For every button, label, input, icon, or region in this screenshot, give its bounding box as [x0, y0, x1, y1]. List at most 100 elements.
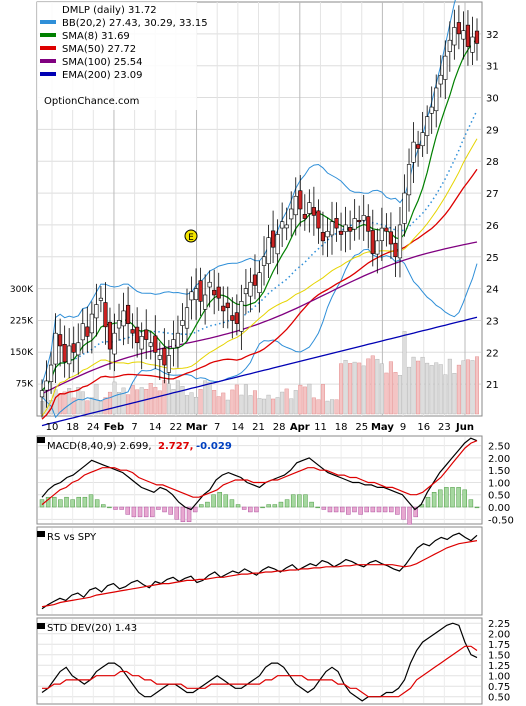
- candle-body: [76, 342, 81, 356]
- price-tick-label: 24: [486, 285, 499, 296]
- macd-histogram-bar: [125, 506, 131, 515]
- date-tick-label: 7: [214, 422, 220, 433]
- volume-bar: [117, 392, 122, 415]
- macd-histogram-bar: [241, 506, 247, 510]
- panel-tick-label: 2.00: [488, 630, 510, 641]
- candle-body: [225, 302, 230, 309]
- volume-bar: [438, 364, 443, 415]
- volume-bar: [85, 400, 90, 415]
- macd-histogram-bar: [309, 501, 314, 508]
- macd-histogram-bar: [156, 506, 161, 510]
- date-tick-label: 16: [417, 422, 430, 433]
- volume-bar: [103, 397, 108, 415]
- candle-body: [357, 220, 362, 223]
- legend-label: BB(20,2) 27.43, 30.29, 33.15: [62, 18, 208, 29]
- volume-bar: [339, 363, 344, 415]
- candle-body: [216, 286, 221, 299]
- volume-bar: [289, 398, 294, 415]
- volume-bar: [203, 380, 208, 415]
- volume-tick-label: 150K: [10, 348, 34, 358]
- candle-body: [316, 210, 321, 229]
- candle-body: [243, 288, 249, 295]
- volume-bar: [447, 358, 452, 415]
- candle-body: [366, 216, 371, 232]
- candle-body: [379, 227, 384, 241]
- std-legend: STD DEV(20) 1.43: [37, 623, 137, 634]
- volume-bar: [198, 389, 203, 415]
- macd-histogram-bar: [94, 499, 100, 508]
- date-tick-label: May: [371, 422, 394, 433]
- macd-histogram-bar: [180, 506, 186, 523]
- candle-body: [456, 22, 461, 35]
- panel-tick-label: 0.50: [488, 693, 510, 704]
- macd-histogram-bar: [376, 506, 382, 513]
- macd-plot: 2.502.001.501.00 0.500.00-0.50: [38, 437, 514, 526]
- legend-label: SMA(50) 27.72: [62, 44, 136, 55]
- macd-histogram-bar: [88, 494, 94, 508]
- candle-body: [311, 207, 316, 216]
- date-tick-label: 21: [252, 422, 265, 433]
- rs-legend: RS vs SPY: [37, 531, 97, 543]
- macd-histogram-bar: [217, 492, 222, 508]
- candle-body: [452, 27, 457, 46]
- legend-label: SMA(8) 31.69: [62, 31, 130, 42]
- candle-body: [125, 304, 131, 324]
- macd-histogram-bar: [119, 506, 124, 510]
- volume-bar: [397, 375, 402, 415]
- macd-histogram-bar: [352, 506, 357, 513]
- price-axis: 21 22 23 24 25 26 27 28 29 30 31 32: [486, 30, 499, 391]
- candle-body: [325, 230, 330, 238]
- macd-legend: MACD(8,40,9) 2.699, 2.727, -0.029: [37, 437, 232, 452]
- candle-body: [144, 329, 149, 340]
- macd-histogram-bar: [315, 506, 320, 509]
- volume-tick-label: 300K: [10, 285, 34, 295]
- date-tick-label: 18: [335, 422, 348, 433]
- candle-body: [135, 326, 140, 344]
- candle-body: [230, 315, 235, 321]
- macd-histogram-bar: [444, 487, 449, 508]
- macd-histogram-bar: [474, 506, 480, 509]
- bollinger-lower-line: [41, 248, 478, 419]
- volume-bar: [212, 390, 217, 415]
- date-tick-label: 24: [87, 422, 100, 433]
- candle-body: [153, 335, 158, 353]
- candle-body: [429, 106, 434, 114]
- macd-histogram-bar: [468, 499, 474, 508]
- candle-body: [402, 192, 407, 224]
- macd-histogram-bar: [413, 506, 418, 518]
- volume-bar: [266, 394, 271, 415]
- candle-body: [384, 227, 389, 232]
- panel-tick-label: 1.75: [488, 640, 510, 651]
- volume-bar: [180, 386, 185, 415]
- candle-body: [361, 215, 366, 221]
- candle-body: [112, 332, 117, 355]
- macd-histogram-bar: [284, 499, 290, 508]
- price-tick-label: 28: [486, 157, 499, 168]
- macd-histogram-bar: [395, 506, 400, 515]
- candle-body: [334, 218, 339, 229]
- macd-histogram-bar: [192, 506, 198, 513]
- candle-body: [85, 326, 90, 337]
- macd-histogram-bar: [407, 506, 412, 525]
- candle-body: [184, 307, 190, 329]
- candle-body: [302, 214, 307, 219]
- sma50-line: [41, 168, 478, 420]
- volume-bar: [416, 360, 421, 415]
- date-tick-label: 23: [438, 422, 451, 433]
- volume-bar: [411, 356, 416, 415]
- candle-body: [261, 256, 267, 266]
- volume-bar: [144, 389, 149, 415]
- candle-body: [280, 221, 285, 229]
- candle-body: [298, 190, 303, 210]
- macd-histogram-bar: [272, 504, 278, 508]
- volume-bar: [470, 360, 475, 415]
- candle-body: [67, 345, 72, 365]
- volume-bar: [230, 389, 235, 415]
- date-tick-label: 11: [314, 422, 327, 433]
- price-legend: DMLP (daily) 31.72 BB(20,2) 27.43, 30.29…: [37, 2, 208, 110]
- macd-histogram-bar: [76, 496, 82, 508]
- panel-tick-label: 1.00: [488, 672, 510, 683]
- candle-body: [71, 343, 76, 353]
- volume-bar: [330, 399, 335, 415]
- macd-signal-value: 2.727,: [158, 441, 193, 452]
